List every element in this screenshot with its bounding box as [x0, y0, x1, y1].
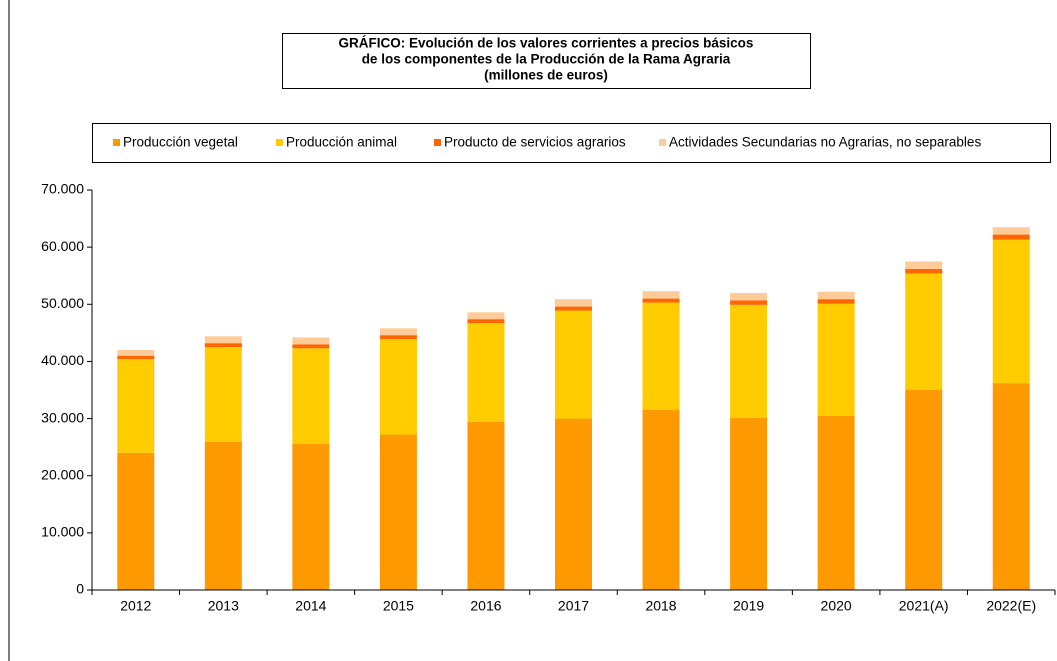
- y-tick-label: 70.000: [41, 181, 84, 197]
- y-tick-label: 60.000: [41, 238, 84, 254]
- bar-segment: [117, 350, 155, 356]
- bar-segment: [117, 452, 155, 590]
- bar-segment: [555, 310, 592, 419]
- bar-segment: [642, 302, 680, 410]
- legend-label: Producción animal: [286, 135, 397, 150]
- x-tick-label: 2014: [295, 598, 326, 614]
- bar-segment: [642, 291, 680, 299]
- bar-segment: [905, 261, 943, 269]
- chart-title: GRÁFICO: Evolución de los valores corrie…: [339, 36, 754, 51]
- x-tick-label: 2013: [208, 598, 239, 614]
- bar-segment: [555, 418, 592, 590]
- x-tick-label: 2019: [733, 598, 764, 614]
- legend-label: Actividades Secundarias no Agrarias, no …: [669, 135, 981, 150]
- x-tick-label: 2020: [821, 598, 852, 614]
- x-tick-label: 2016: [470, 598, 501, 614]
- bar-segment: [730, 418, 768, 590]
- legend-swatch: [276, 139, 283, 146]
- bar-segment: [642, 410, 680, 590]
- bar-segment: [730, 300, 768, 305]
- bar-segment: [905, 268, 943, 274]
- bar-segment: [204, 442, 242, 590]
- bar-segment: [204, 343, 242, 348]
- bar-segment: [379, 434, 417, 590]
- bar-segment: [905, 390, 943, 590]
- y-tick-label: 40.000: [41, 352, 84, 368]
- legend-box: [92, 123, 1051, 163]
- legend-label: Producción vegetal: [123, 135, 238, 150]
- x-tick-label: 2018: [645, 598, 676, 614]
- chart-title: (millones de euros): [484, 68, 608, 83]
- bar-segment: [204, 347, 242, 442]
- y-tick-label: 20.000: [41, 466, 84, 482]
- y-tick-label: 10.000: [41, 524, 84, 540]
- bar-segment: [905, 273, 943, 390]
- x-tick-label: 2012: [120, 598, 151, 614]
- legend-swatch: [113, 139, 120, 146]
- y-tick-label: 50.000: [41, 295, 84, 311]
- bar-segment: [817, 303, 855, 416]
- bar-segment: [292, 443, 330, 590]
- legend-swatch: [659, 139, 666, 146]
- bar-segment: [817, 415, 855, 590]
- x-tick-label: 2021(A): [899, 598, 949, 614]
- bar-segment: [817, 299, 855, 304]
- x-tick-label: 2022(E): [986, 598, 1036, 614]
- x-tick-label: 2015: [383, 598, 414, 614]
- legend-swatch: [434, 139, 441, 146]
- bar-segment: [292, 344, 330, 349]
- bar-segment: [555, 299, 592, 307]
- chart-title: de los componentes de la Producción de l…: [362, 52, 731, 67]
- bar-segment: [467, 319, 505, 324]
- bar-segment: [292, 337, 330, 345]
- bar-segment: [379, 328, 417, 336]
- y-tick-label: 0: [76, 581, 84, 597]
- bar-segment: [992, 234, 1030, 240]
- title-box: [282, 33, 811, 89]
- bar-segment: [730, 292, 768, 301]
- bar-segment: [992, 383, 1030, 590]
- bar-segment: [204, 336, 242, 344]
- bar-segment: [642, 298, 680, 303]
- bar-segment: [292, 348, 330, 444]
- bar-segment: [467, 323, 505, 422]
- bar-segment: [992, 227, 1030, 235]
- bar-segment: [379, 339, 417, 435]
- bar-segment: [467, 422, 505, 590]
- bar-segment: [379, 335, 417, 340]
- bar-segment: [817, 291, 855, 300]
- x-tick-label: 2017: [558, 598, 589, 614]
- bar-segment: [117, 359, 155, 453]
- bar-segment: [992, 239, 1030, 384]
- legend-label: Producto de servicios agrarios: [444, 135, 626, 150]
- bar-segment: [730, 304, 768, 418]
- bar-segment: [555, 306, 592, 311]
- bar-segment: [117, 355, 155, 360]
- y-tick-label: 30.000: [41, 409, 84, 425]
- bar-segment: [467, 312, 505, 320]
